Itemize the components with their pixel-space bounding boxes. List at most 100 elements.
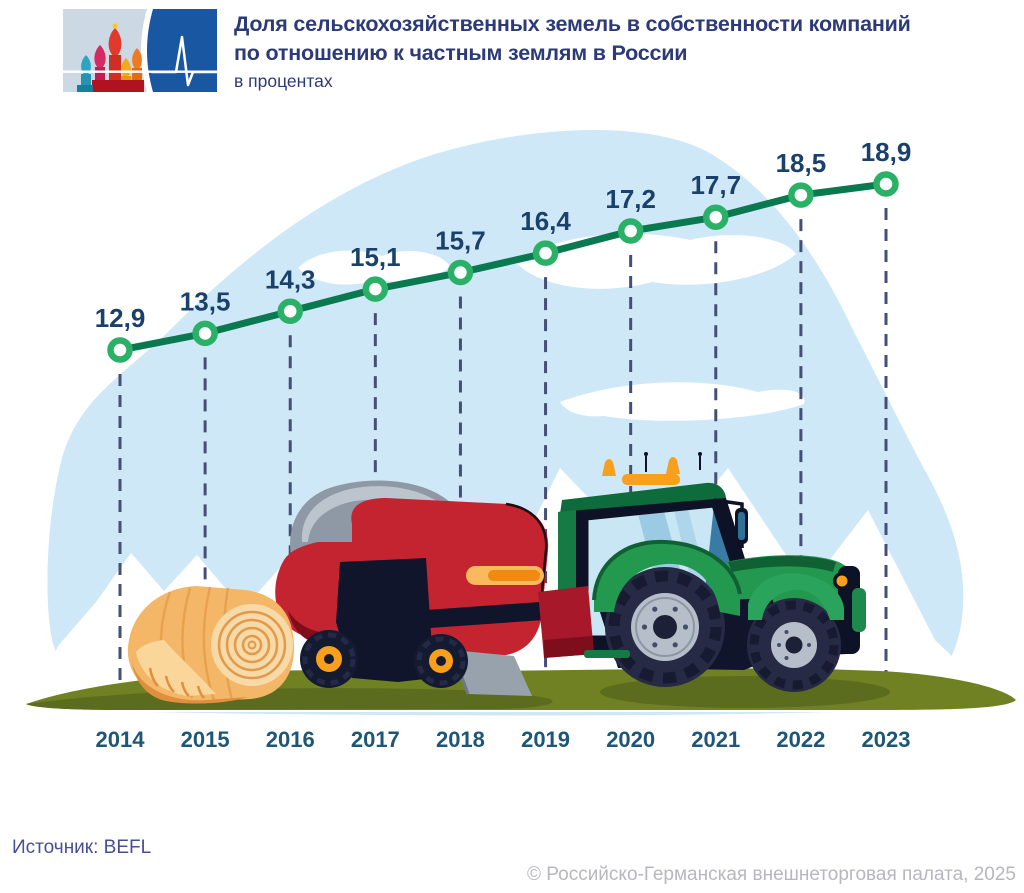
- year-label-2016: 2016: [266, 727, 315, 752]
- bale-tick: [196, 685, 205, 699]
- tractor-illustration: [538, 452, 866, 692]
- hay-bale-illustration: [127, 586, 295, 704]
- value-label-2015: 13,5: [180, 286, 231, 316]
- lug-bolt: [777, 643, 781, 647]
- cathedral-base: [92, 80, 144, 92]
- lug-bolt: [784, 656, 789, 660]
- value-label-2023: 18,9: [861, 137, 912, 167]
- page-title: Доля сельскохозяйственных земель в собст…: [234, 10, 934, 68]
- value-label-2018: 15,7: [435, 226, 486, 256]
- data-point-2014: [107, 337, 133, 363]
- year-label-2023: 2023: [862, 727, 911, 752]
- bale-bottom-edge: [132, 664, 248, 704]
- x-axis-labels: 2014 2015 2016 2017 2018 2019 2020 2021 2022 2023: [96, 727, 911, 752]
- bale-ring: [233, 626, 271, 664]
- header-titles: Доля сельскохозяйственных земель в собст…: [234, 10, 934, 92]
- bale-ring-center: [247, 640, 257, 650]
- dome-orange: [132, 48, 142, 70]
- baler-body-crease: [505, 502, 548, 613]
- hub-center: [324, 654, 334, 664]
- year-label-2014: 2014: [96, 727, 146, 752]
- baler-hitch-bar: [426, 602, 544, 628]
- tractor-front-wheel: [747, 598, 841, 692]
- bale-tick: [164, 675, 175, 693]
- cloud: [515, 233, 796, 289]
- title-line-1: Доля сельскохозяйственных земель в собст…: [234, 12, 911, 36]
- value-label-2020: 17,2: [605, 184, 656, 214]
- data-point-2018: [447, 259, 474, 286]
- source-note: Источник: BEFL: [12, 837, 152, 858]
- lug-bolt: [807, 643, 811, 647]
- round-baler-illustration: [275, 480, 549, 696]
- tractor-rear-wheel: [605, 567, 725, 687]
- lug-bolt: [652, 606, 658, 612]
- bale-tick: [180, 681, 190, 697]
- year-label-2020: 2020: [606, 727, 655, 752]
- value-labels: 12,9 13,5 14,3 15,1 15,7 16,4 17,2 17,7 18,5 18,9: [95, 137, 912, 333]
- year-label-2019: 2019: [521, 727, 570, 752]
- bale-ring: [217, 610, 287, 680]
- tractor-beacon-left: [602, 459, 616, 476]
- bale-ring: [225, 618, 279, 672]
- lug-bolt: [682, 624, 689, 630]
- data-point-2016: [277, 298, 303, 325]
- tractor-beacon-right: [666, 457, 680, 474]
- lug-bolt: [652, 642, 658, 648]
- tire-tread: [749, 600, 839, 690]
- rim-ring: [635, 597, 695, 657]
- data-point-2020: [617, 218, 644, 244]
- dome-finial: [112, 23, 118, 29]
- tractor-rear-fender: [594, 541, 740, 616]
- value-label-2014: 12,9: [95, 303, 146, 333]
- tractor-mirror-glass: [738, 512, 745, 540]
- cloud: [298, 250, 450, 285]
- year-label-2022: 2022: [776, 727, 825, 752]
- copyright-note: © Российско-Германская внешнеторговая па…: [527, 864, 1016, 885]
- value-label-2017: 15,1: [350, 242, 401, 272]
- hub: [785, 636, 803, 654]
- tractor-hitch-red-shade: [544, 636, 594, 658]
- tire-tread: [608, 570, 722, 684]
- tractor-antenna-tip: [644, 452, 648, 456]
- lug-bolt: [672, 642, 678, 648]
- baler-wheel-right: [414, 634, 468, 688]
- bale-face: [211, 604, 293, 686]
- bale-ring: [241, 634, 263, 656]
- data-point-2019: [532, 240, 559, 266]
- data-point-2015: [192, 320, 218, 347]
- year-label-2018: 2018: [436, 727, 485, 752]
- tractor-step: [584, 650, 630, 658]
- value-label-2016: 14,3: [265, 264, 316, 294]
- dome-amber: [121, 58, 131, 78]
- trend-series: [107, 171, 899, 363]
- tractor-front-fender: [748, 573, 844, 620]
- dome-magenta: [94, 45, 106, 69]
- data-point-2023: [873, 171, 899, 197]
- hub-center: [436, 656, 446, 666]
- baler-chute: [452, 650, 532, 696]
- tower-magenta: [95, 67, 105, 92]
- cloud: [560, 382, 805, 421]
- tractor-beacon-bar: [622, 474, 680, 485]
- title-line-2: по отношению к частным землям в России: [234, 41, 688, 65]
- data-point-2021: [703, 204, 729, 230]
- data-point-2017: [362, 276, 389, 302]
- trend-line: [116, 180, 890, 354]
- bale-tick: [148, 667, 159, 687]
- data-point-2022: [788, 182, 814, 208]
- tractor-hood-shade: [728, 556, 836, 572]
- tractor-headlight: [836, 575, 848, 587]
- heartbeat-pulse-icon: [150, 35, 217, 87]
- value-label-2019: 16,4: [520, 206, 571, 236]
- tire-tread: [302, 632, 356, 686]
- year-label-2017: 2017: [351, 727, 400, 752]
- value-label-2021: 17,7: [690, 170, 741, 200]
- year-label-2015: 2015: [181, 727, 230, 752]
- chart-units-subtitle: в процентах: [234, 71, 333, 91]
- value-label-2022: 18,5: [776, 148, 827, 178]
- logo-baseline: [63, 70, 217, 73]
- baler-stripe-inner: [488, 570, 540, 581]
- hub: [653, 615, 677, 639]
- cathedral-base-left: [77, 85, 93, 92]
